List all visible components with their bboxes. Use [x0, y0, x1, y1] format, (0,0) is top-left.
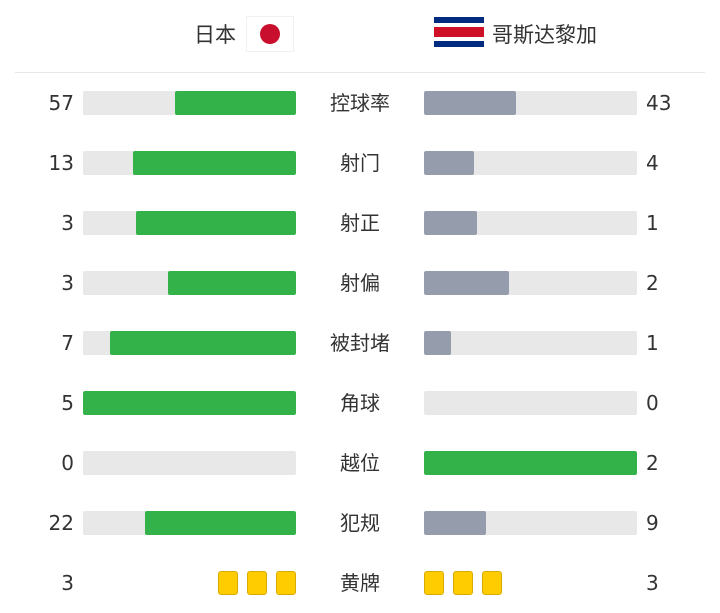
away-bar: [424, 271, 637, 295]
home-bar: [83, 211, 296, 235]
away-bar-fill: [424, 511, 486, 535]
home-value: 5: [61, 391, 74, 415]
yellow-card-icon: [424, 571, 444, 595]
stat-row: 57 控球率 43: [0, 91, 720, 115]
home-team-name: 日本: [194, 23, 236, 47]
stat-row: 13 射门 4: [0, 151, 720, 175]
stat-row: 3 射偏 2: [0, 271, 720, 295]
home-bar-fill: [174, 91, 296, 115]
away-value: 2: [646, 271, 659, 295]
home-bar: [83, 391, 296, 415]
yellow-card-icon: [482, 571, 502, 595]
home-bar-fill: [83, 391, 296, 415]
home-bar: [83, 151, 296, 175]
stat-row: 22 犯规 9: [0, 511, 720, 535]
home-bar-fill: [144, 511, 296, 535]
away-value: 3: [646, 571, 659, 595]
away-value: 0: [646, 391, 659, 415]
away-bar-fill: [424, 151, 475, 175]
home-bar: [83, 331, 296, 355]
home-value: 3: [61, 271, 74, 295]
away-value: 2: [646, 451, 659, 475]
away-bar: [424, 391, 637, 415]
yellow-card-icon: [276, 571, 296, 595]
away-bar: [424, 331, 637, 355]
stat-label: 射正: [340, 211, 380, 235]
stat-row: 5 角球 0: [0, 391, 720, 415]
stat-label: 被封堵: [330, 331, 390, 355]
home-value: 57: [48, 91, 74, 115]
home-cards: [218, 571, 296, 595]
away-bar: [424, 451, 637, 475]
away-value: 1: [646, 211, 659, 235]
stat-label: 射偏: [340, 271, 380, 295]
stat-label: 犯规: [340, 511, 380, 535]
away-bar-fill: [424, 331, 451, 355]
stat-label: 越位: [340, 451, 380, 475]
stat-row: 3 黄牌 3: [0, 571, 720, 595]
japan-flag-icon: [246, 16, 294, 52]
home-bar-fill: [109, 331, 296, 355]
home-value: 0: [61, 451, 74, 475]
stat-label: 黄牌: [340, 571, 380, 595]
away-team-name: 哥斯达黎加: [492, 23, 597, 47]
away-bar-fill: [424, 271, 510, 295]
home-value: 13: [48, 151, 74, 175]
yellow-card-icon: [218, 571, 238, 595]
home-bar-fill: [168, 271, 296, 295]
home-bar: [83, 451, 296, 475]
away-bar: [424, 511, 637, 535]
yellow-card-icon: [453, 571, 473, 595]
home-value: 3: [61, 571, 74, 595]
stat-label: 角球: [340, 391, 380, 415]
home-bar: [83, 91, 296, 115]
stat-label: 射门: [340, 151, 380, 175]
away-bar-fill: [424, 211, 478, 235]
home-bar: [83, 271, 296, 295]
home-bar-fill: [136, 211, 296, 235]
divider: [15, 72, 705, 73]
away-value: 1: [646, 331, 659, 355]
stat-row: 3 射正 1: [0, 211, 720, 235]
away-bar: [424, 151, 637, 175]
home-value: 3: [61, 211, 74, 235]
away-cards: [424, 571, 502, 595]
away-bar: [424, 91, 637, 115]
stat-row: 0 越位 2: [0, 451, 720, 475]
home-value: 22: [48, 511, 74, 535]
home-team: 日本: [194, 14, 294, 54]
stat-label: 控球率: [330, 91, 390, 115]
away-bar-fill: [424, 451, 637, 475]
stat-row: 7 被封堵 1: [0, 331, 720, 355]
away-bar-fill: [424, 91, 516, 115]
away-value: 9: [646, 511, 659, 535]
yellow-card-icon: [247, 571, 267, 595]
away-value: 43: [646, 91, 672, 115]
away-value: 4: [646, 151, 659, 175]
home-value: 7: [61, 331, 74, 355]
home-bar-fill: [133, 151, 296, 175]
away-team: 哥斯达黎加: [434, 14, 597, 54]
away-bar: [424, 211, 637, 235]
costa-rica-flag-icon: [434, 17, 484, 51]
home-bar: [83, 511, 296, 535]
